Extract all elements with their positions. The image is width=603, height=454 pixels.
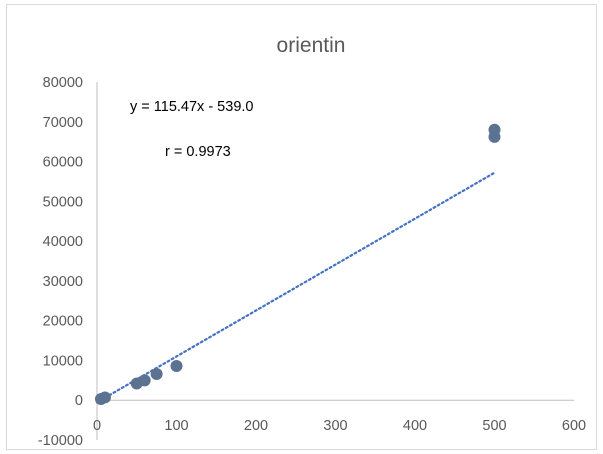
chart-title: orientin — [277, 34, 346, 57]
x-tick-label: 300 — [323, 418, 347, 434]
trendline — [95, 171, 496, 404]
x-tick-label: 100 — [164, 418, 188, 434]
y-tick-labels: -10000 0 10000 20000 30000 40000 50000 60000 700… — [38, 75, 83, 449]
y-tick-label: 60000 — [43, 155, 83, 171]
x-tick-label: 600 — [562, 418, 586, 434]
data-point — [138, 374, 151, 387]
data-point — [170, 360, 183, 373]
y-tick-label: 80000 — [43, 75, 83, 91]
y-tick-label: 20000 — [43, 314, 83, 330]
equation-annotation: y = 115.47x - 539.0 — [130, 99, 253, 115]
x-tick-label: 500 — [482, 418, 506, 434]
y-tick-label: 50000 — [43, 194, 83, 210]
y-tick-label: 70000 — [43, 115, 83, 131]
data-point — [150, 367, 163, 380]
x-tick-label: 0 — [93, 418, 101, 434]
y-tick-label: -10000 — [38, 433, 83, 449]
x-tick-label: 200 — [244, 418, 268, 434]
x-tick-label: 400 — [403, 418, 427, 434]
y-tick-label: 40000 — [43, 234, 83, 250]
chart-frame — [6, 4, 597, 450]
y-tick-label: 30000 — [43, 274, 83, 290]
data-point — [488, 123, 501, 136]
x-tick-labels: 0 100 200 300 400 500 600 — [93, 418, 586, 434]
r-annotation: r = 0.9973 — [165, 144, 231, 160]
y-tick-label: 0 — [75, 393, 83, 409]
data-point — [98, 391, 111, 404]
data-points — [94, 123, 501, 406]
y-tick-label: 10000 — [43, 353, 83, 369]
